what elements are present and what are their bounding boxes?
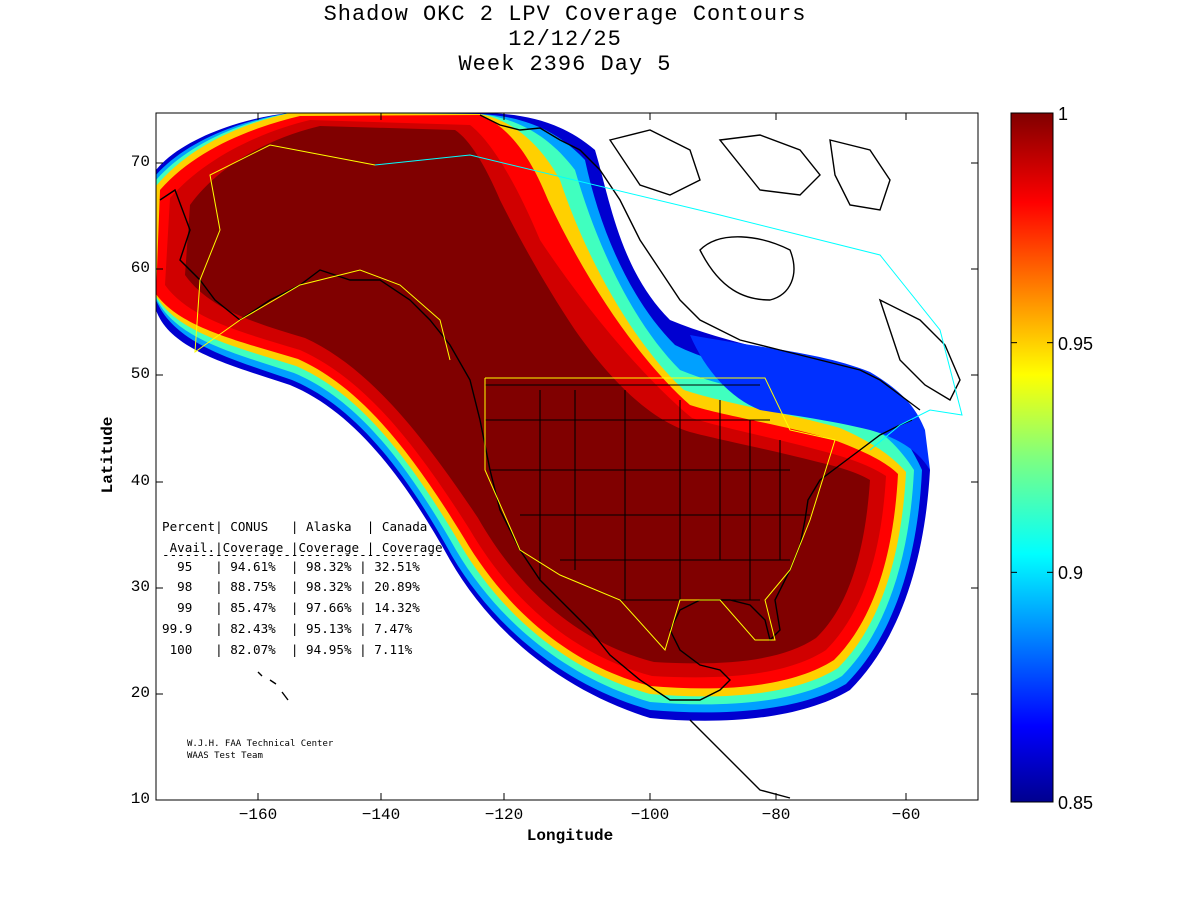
y-tick-label: 30 bbox=[130, 578, 150, 596]
stats-row: 99.9 | 82.43% | 95.13% | 7.47% bbox=[162, 620, 413, 636]
credit-text: W.J.H. FAA Technical Center WAAS Test Tea… bbox=[187, 738, 333, 762]
stats-header-2: Avail.|Coverage |Coverage | Coverage bbox=[162, 539, 443, 555]
colorbar-tick-marks bbox=[1011, 112, 1053, 803]
canada-boundary bbox=[374, 154, 963, 451]
map-week-day: Week 2396 Day 5 bbox=[458, 52, 672, 77]
stats-rule: ------------------------------------- bbox=[162, 546, 443, 562]
y-tick-marks bbox=[156, 162, 978, 801]
state-borders bbox=[485, 384, 810, 601]
x-tick-label: −60 bbox=[891, 806, 921, 824]
plot-frame bbox=[155, 112, 979, 801]
x-tick-label: −80 bbox=[761, 806, 791, 824]
x-tick-label: −140 bbox=[361, 806, 401, 824]
coverage-contours bbox=[156, 113, 930, 721]
y-tick-label: 60 bbox=[130, 259, 150, 277]
stats-row: 98 | 88.75% | 98.32% | 20.89% bbox=[162, 579, 420, 595]
colorbar bbox=[1010, 112, 1054, 803]
stats-header-1: Percent| CONUS | Alaska | Canada bbox=[162, 519, 428, 534]
colorbar-tick-label: 0.9 bbox=[1058, 563, 1084, 584]
stats-row: 100 | 82.07% | 94.95% | 7.11% bbox=[162, 641, 413, 657]
map-title: Shadow OKC 2 LPV Coverage Contours bbox=[323, 2, 807, 27]
stats-row: 99 | 85.47% | 97.66% | 14.32% bbox=[162, 600, 420, 616]
x-axis-label: Longitude bbox=[526, 827, 614, 845]
y-tick-label: 50 bbox=[130, 365, 150, 383]
y-tick-label: 20 bbox=[130, 684, 150, 702]
x-tick-label: −100 bbox=[630, 806, 670, 824]
contour-band-east bbox=[690, 335, 930, 470]
x-tick-marks bbox=[257, 113, 907, 800]
conus-boundary bbox=[484, 377, 836, 651]
contour-band-100 bbox=[185, 126, 870, 664]
credit-line-2: WAAS Test Team bbox=[187, 751, 263, 761]
y-tick-label: 40 bbox=[130, 472, 150, 490]
x-tick-label: −120 bbox=[484, 806, 524, 824]
coverage-stats-table: Percent| CONUS | Alaska | Canada Avail.|… bbox=[162, 517, 443, 661]
map-date: 12/12/25 bbox=[508, 27, 622, 52]
alaska-boundary bbox=[194, 144, 451, 361]
colorbar-tick-label: 0.85 bbox=[1058, 793, 1094, 813]
y-tick-label: 10 bbox=[130, 790, 150, 808]
y-tick-label: 70 bbox=[130, 153, 150, 171]
x-tick-label: −160 bbox=[238, 806, 278, 824]
colorbar-tick-label: 1 bbox=[1058, 104, 1069, 124]
stats-row: 95 | 94.61% | 98.32% | 32.51% bbox=[162, 558, 420, 574]
colorbar-tick-label: 0.95 bbox=[1058, 333, 1094, 354]
credit-line-1: W.J.H. FAA Technical Center bbox=[187, 739, 334, 749]
